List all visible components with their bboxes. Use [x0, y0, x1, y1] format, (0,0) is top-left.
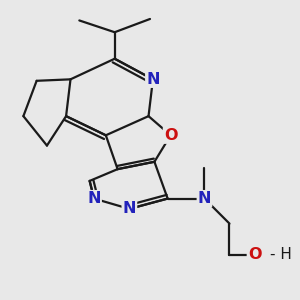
Text: O: O — [248, 247, 261, 262]
Text: N: N — [198, 191, 211, 206]
Text: N: N — [123, 201, 136, 216]
Text: O: O — [164, 128, 177, 143]
Text: - H: - H — [270, 247, 292, 262]
Text: N: N — [146, 72, 160, 87]
Text: N: N — [87, 191, 101, 206]
